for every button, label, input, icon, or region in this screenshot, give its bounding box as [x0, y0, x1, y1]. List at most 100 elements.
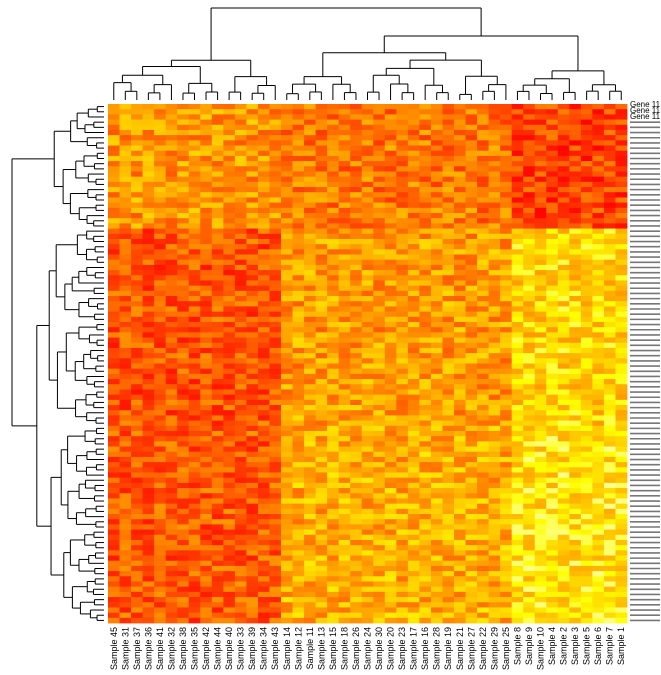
heatmap-cell: [200, 488, 213, 494]
heatmap-cell: [165, 534, 178, 541]
heatmap-cell: [292, 555, 305, 562]
heatmap-cell: [419, 602, 432, 608]
heatmap-cell: [119, 212, 132, 219]
heatmap-cell: [165, 327, 178, 333]
heatmap-cell: [119, 296, 132, 302]
heatmap-cell: [477, 519, 489, 525]
heatmap-cell: [177, 545, 190, 551]
heatmap-cell: [108, 373, 120, 380]
heatmap-cell: [315, 373, 328, 380]
heatmap-cell: [234, 192, 247, 198]
heatmap-cell: [131, 529, 143, 536]
heatmap-cell: [580, 249, 593, 255]
heatmap-cell: [338, 379, 351, 385]
heatmap-cell: [546, 576, 559, 582]
heatmap-cell: [488, 363, 501, 370]
heatmap-cell: [615, 104, 628, 110]
heatmap-cell: [454, 617, 466, 624]
heatmap-cell: [534, 534, 547, 541]
heatmap-cell: [546, 462, 559, 468]
column-label: Sample 23: [397, 627, 407, 670]
heatmap-cell: [223, 259, 236, 266]
heatmap-cell: [154, 446, 167, 453]
heatmap-cell: [142, 602, 155, 608]
heatmap-cell: [154, 124, 167, 131]
heatmap-cell: [569, 311, 582, 318]
heatmap-cell: [257, 373, 270, 380]
heatmap-cell: [569, 519, 582, 525]
heatmap-cell: [211, 337, 224, 344]
heatmap-cell: [327, 155, 340, 162]
heatmap-cell: [442, 109, 455, 115]
heatmap-cell: [615, 420, 628, 427]
heatmap-cell: [603, 327, 616, 333]
heatmap-cell: [131, 316, 143, 323]
heatmap-cell: [373, 539, 386, 546]
heatmap-cell: [200, 212, 213, 219]
heatmap-cell: [373, 550, 386, 556]
heatmap-cell: [177, 394, 190, 401]
heatmap-cell: [119, 140, 132, 146]
heatmap-cell: [142, 571, 155, 577]
heatmap-cell: [580, 342, 593, 349]
heatmap-cell: [523, 529, 536, 536]
heatmap-cell: [396, 591, 409, 598]
heatmap-cell: [327, 296, 340, 302]
heatmap-cell: [523, 301, 536, 307]
heatmap-cell: [108, 514, 120, 520]
heatmap-cell: [442, 150, 455, 157]
heatmap-cell: [119, 285, 132, 292]
heatmap-cell: [350, 503, 363, 510]
heatmap-cell: [246, 244, 259, 250]
heatmap-cell: [500, 306, 513, 312]
heatmap-cell: [557, 519, 570, 525]
heatmap-cell: [177, 155, 190, 162]
heatmap-cell: [442, 405, 455, 411]
heatmap-cell: [500, 462, 513, 468]
heatmap-cell: [407, 327, 420, 333]
heatmap-cell: [257, 436, 270, 442]
heatmap-cell: [292, 249, 305, 255]
heatmap-cell: [430, 145, 443, 152]
heatmap-cell: [327, 430, 340, 437]
heatmap-cell: [373, 602, 386, 608]
heatmap-cell: [188, 545, 201, 551]
heatmap-cell: [246, 394, 259, 401]
heatmap-cell: [373, 290, 386, 297]
heatmap-cell: [223, 534, 236, 541]
heatmap-cell: [338, 342, 351, 349]
heatmap-cell: [557, 280, 570, 287]
heatmap-cell: [165, 311, 178, 318]
heatmap-cell: [315, 363, 328, 370]
heatmap-cell: [234, 187, 247, 193]
heatmap-cell: [188, 259, 201, 266]
heatmap-cell: [315, 192, 328, 198]
heatmap-cell: [603, 342, 616, 349]
heatmap-cell: [430, 477, 443, 484]
heatmap-cell: [615, 405, 628, 411]
heatmap-cell: [361, 259, 374, 266]
heatmap-cell: [419, 436, 432, 442]
heatmap-cell: [523, 342, 536, 349]
heatmap-cell: [131, 399, 143, 406]
heatmap-cell: [534, 223, 547, 229]
heatmap-cell: [315, 166, 328, 172]
heatmap-cell: [454, 290, 466, 297]
heatmap-cell: [211, 591, 224, 598]
heatmap-cell: [177, 519, 190, 525]
heatmap-cell: [292, 275, 305, 281]
heatmap-cell: [603, 534, 616, 541]
heatmap-cell: [177, 581, 190, 588]
heatmap-cell: [257, 259, 270, 266]
heatmap-cell: [430, 488, 443, 494]
heatmap-cell: [142, 529, 155, 536]
heatmap-cell: [292, 264, 305, 271]
heatmap-cell: [223, 301, 236, 307]
heatmap-cell: [281, 254, 293, 261]
heatmap-cell: [557, 498, 570, 505]
heatmap-cell: [569, 399, 582, 406]
heatmap-cell: [546, 379, 559, 385]
heatmap-cell: [580, 415, 593, 421]
heatmap-cell: [327, 306, 340, 312]
heatmap-cell: [465, 514, 478, 520]
